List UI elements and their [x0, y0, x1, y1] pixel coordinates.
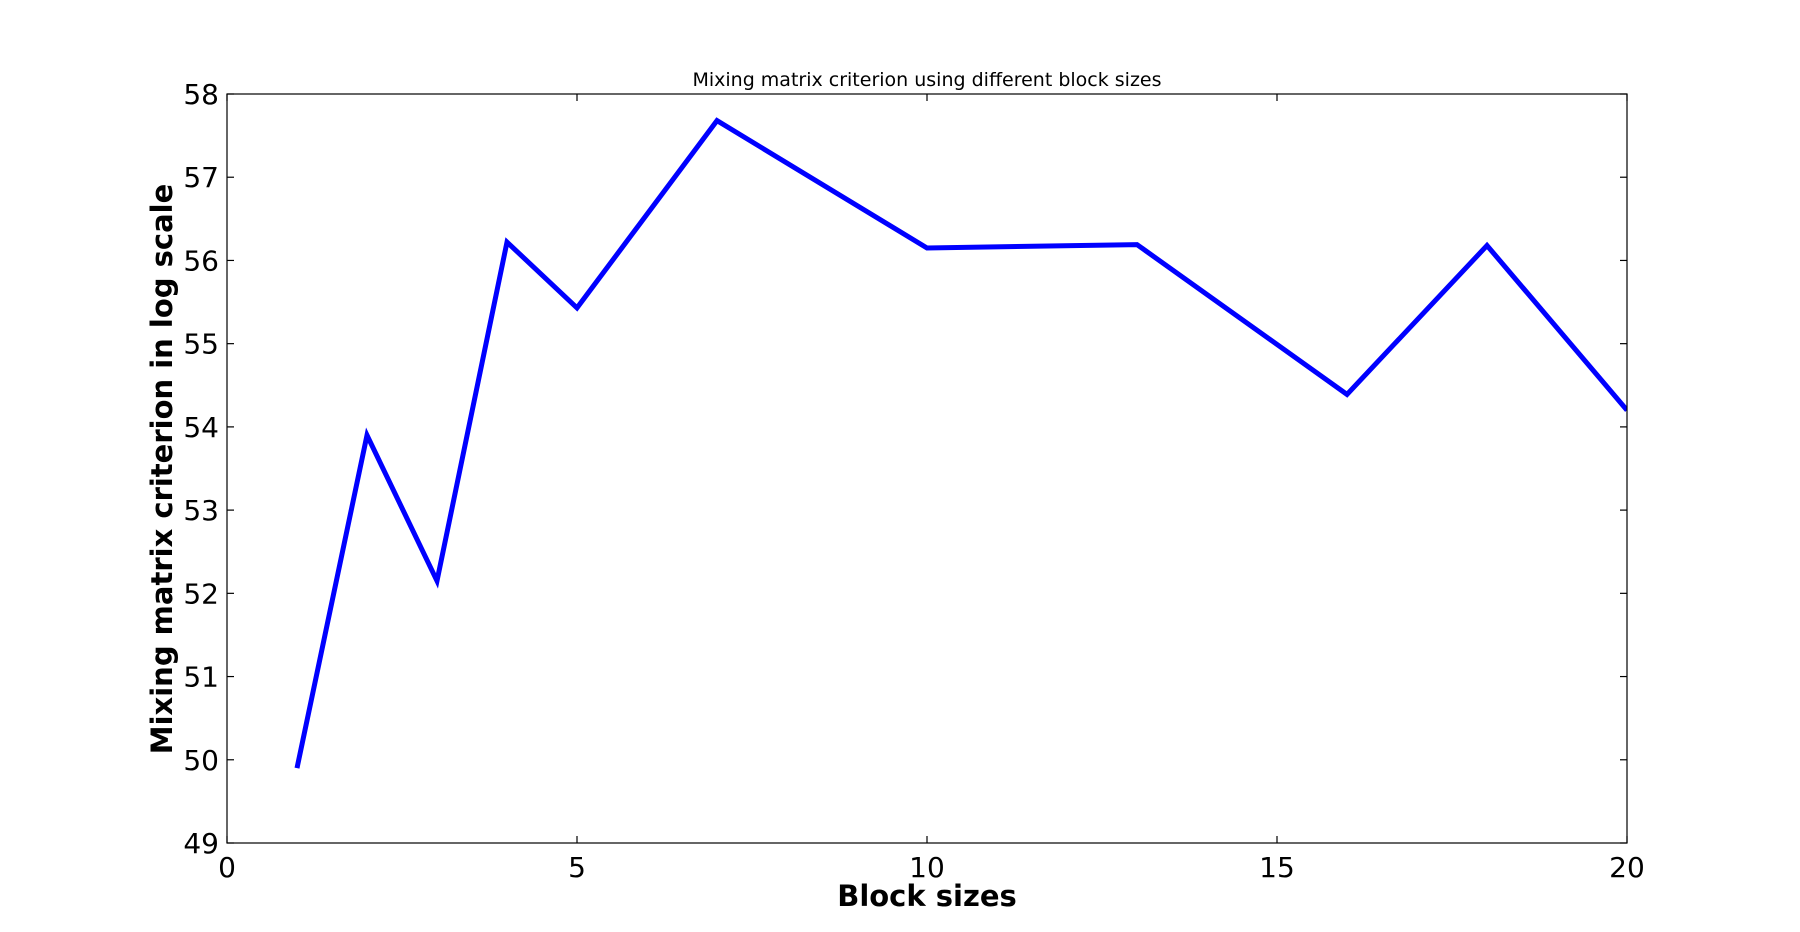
y-tick-label: 58 — [183, 78, 219, 111]
y-tick-label: 54 — [183, 411, 219, 444]
y-tick-label: 56 — [183, 244, 219, 277]
series-line — [294, 117, 1627, 769]
x-tick-label: 10 — [909, 851, 945, 884]
y-tick-label: 52 — [183, 577, 219, 610]
x-tick-label: 0 — [218, 851, 236, 884]
plot-frame — [226, 93, 1628, 844]
y-tick-label: 57 — [183, 161, 219, 194]
series-layer — [294, 117, 1627, 769]
x-tick-label: 20 — [1609, 851, 1645, 884]
y-tick-label: 55 — [183, 328, 219, 361]
plot-area — [227, 94, 1627, 843]
y-tick-label: 49 — [183, 827, 219, 860]
y-tick-label: 50 — [183, 744, 219, 777]
x-axis-label: Block sizes — [837, 879, 1017, 913]
x-tick-label: 5 — [568, 851, 586, 884]
x-tick-label: 15 — [1259, 851, 1295, 884]
y-axis-label: Mixing matrix criterion in log scale — [145, 184, 179, 755]
chart-title: Mixing matrix criterion using different … — [692, 69, 1161, 91]
y-tick-label: 53 — [183, 494, 219, 527]
tick-layer: 0 5 10 15 20 49 50 51 52 53 54 55 56 57 58 — [183, 78, 1644, 884]
y-tick-label: 51 — [183, 661, 219, 694]
